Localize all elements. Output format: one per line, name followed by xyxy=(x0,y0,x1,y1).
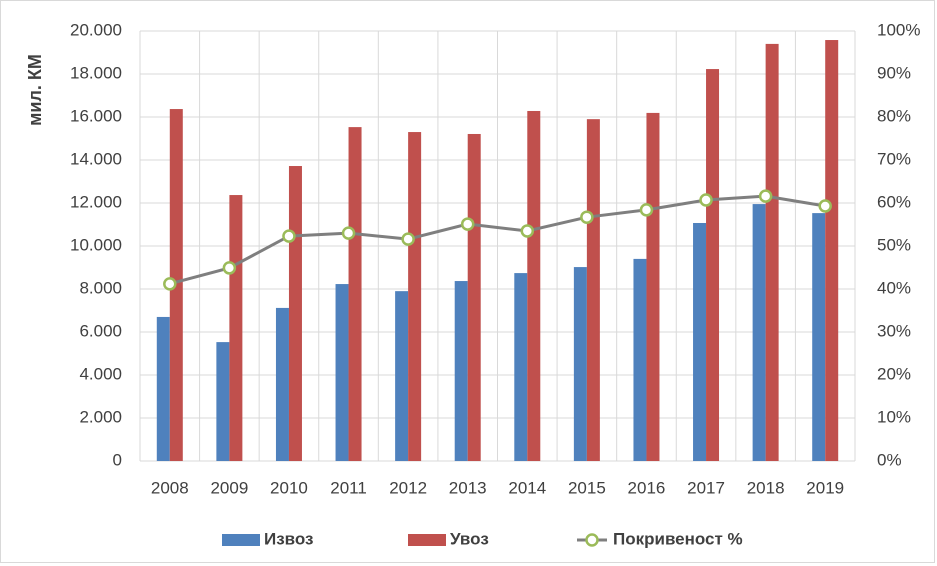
bar xyxy=(335,284,349,461)
line-marker xyxy=(580,210,594,224)
bar xyxy=(765,43,779,462)
x-tick-label: 2013 xyxy=(449,478,487,497)
x-tick-label: 2010 xyxy=(270,478,308,497)
x-tick-label: 2018 xyxy=(747,478,785,497)
y2-tick-label: 60% xyxy=(877,192,911,211)
legend-label: Извоз xyxy=(264,529,314,548)
y-tick-label: 0 xyxy=(113,450,122,469)
y2-tick-label: 100% xyxy=(877,20,920,39)
bar xyxy=(348,127,362,461)
bar xyxy=(646,112,660,461)
line-marker xyxy=(699,193,713,207)
y-tick-label: 2.000 xyxy=(79,407,122,426)
bar xyxy=(586,119,600,462)
legend-swatch xyxy=(222,534,260,546)
line-marker xyxy=(460,217,475,231)
line-marker xyxy=(758,189,773,203)
legend-label: Покривеност % xyxy=(613,529,743,548)
y2-tick-label: 90% xyxy=(877,63,911,82)
y-tick-label: 18.000 xyxy=(70,63,122,82)
x-tick-label: 2016 xyxy=(628,478,666,497)
line-marker xyxy=(341,226,356,240)
line-marker xyxy=(639,203,654,217)
bar xyxy=(288,166,302,461)
bar xyxy=(812,213,826,461)
line-marker xyxy=(520,224,535,238)
y-tick-label: 6.000 xyxy=(79,321,122,340)
y2-tick-label: 20% xyxy=(877,364,911,383)
x-tick-label: 2015 xyxy=(568,478,606,497)
x-tick-label: 2011 xyxy=(330,478,367,497)
x-tick-label: 2014 xyxy=(508,478,546,497)
y-tick-label: 14.000 xyxy=(70,149,122,168)
bar xyxy=(395,291,409,461)
x-tick-label: 2019 xyxy=(806,478,844,497)
line xyxy=(169,194,826,286)
legend-swatch xyxy=(408,534,446,546)
y2-tick-label: 0% xyxy=(877,450,902,469)
y-tick-label: 4.000 xyxy=(79,364,122,383)
bar xyxy=(229,195,243,462)
bar xyxy=(408,132,422,462)
y2-tick-label: 80% xyxy=(877,106,911,125)
line-marker xyxy=(282,229,296,243)
bar xyxy=(275,307,289,461)
line-marker xyxy=(401,232,415,246)
legend-marker xyxy=(585,533,599,547)
y2-tick-label: 40% xyxy=(877,278,911,297)
line-marker xyxy=(163,277,177,291)
x-tick-label: 2009 xyxy=(210,478,248,497)
bar xyxy=(752,204,766,461)
bar xyxy=(693,222,707,461)
bar xyxy=(527,110,541,461)
bar xyxy=(514,273,528,461)
y-tick-label: 8.000 xyxy=(79,278,122,297)
x-tick-label: 2008 xyxy=(151,478,189,497)
x-tick-label: 2017 xyxy=(687,478,725,497)
y2-tick-label: 50% xyxy=(877,235,911,254)
legend-label: Увоз xyxy=(450,529,489,548)
line-marker xyxy=(222,261,237,275)
bar xyxy=(156,316,170,461)
bar xyxy=(706,69,720,462)
bar xyxy=(633,258,647,461)
x-tick-label: 2012 xyxy=(389,478,427,497)
y2-tick-label: 70% xyxy=(877,149,911,168)
bar xyxy=(573,267,587,461)
y2-tick-label: 10% xyxy=(877,407,911,426)
bar xyxy=(216,342,230,461)
y-tick-label: 10.000 xyxy=(70,235,122,254)
y-tick-label: 16.000 xyxy=(70,106,122,125)
bar xyxy=(454,281,468,461)
y-tick-label: 20.000 xyxy=(70,20,122,39)
y-tick-label: 12.000 xyxy=(70,192,122,211)
bar xyxy=(467,133,481,462)
bar xyxy=(825,40,839,461)
line-marker xyxy=(818,199,832,213)
y2-tick-label: 30% xyxy=(877,321,911,340)
y-axis-title: мил. КМ xyxy=(25,54,45,126)
